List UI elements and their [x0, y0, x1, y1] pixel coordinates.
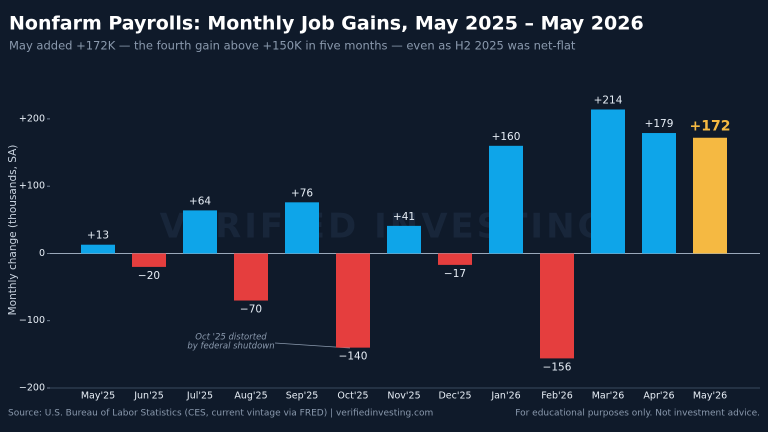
- annotation: by federal shutdown: [187, 342, 274, 352]
- watermark: VERIFIED INVESTING: [160, 207, 609, 247]
- x-tick-label: Dec'25: [438, 391, 471, 402]
- source: Source: U.S. Bureau of Labor Statistics …: [8, 409, 433, 419]
- y-tick-label: 0: [39, 248, 45, 259]
- value-label: −20: [138, 270, 160, 282]
- x-tick-label: Nov'25: [387, 391, 420, 402]
- value-label: −70: [240, 304, 262, 316]
- chart-subtitle: May added +172K — the fourth gain above …: [9, 39, 576, 53]
- x-tick-label: Jun'25: [133, 391, 164, 402]
- x-tick-label: Feb'26: [541, 391, 573, 402]
- bar: [489, 145, 523, 254]
- bar: [81, 244, 115, 254]
- x-tick-label: Jul'25: [186, 391, 213, 402]
- x-tick-label: Sep'25: [286, 391, 319, 402]
- x-tick-label: Mar'26: [592, 391, 625, 402]
- y-tick-label: +100: [19, 181, 45, 192]
- x-tick-label: May'25: [81, 391, 115, 402]
- bar: [336, 253, 370, 348]
- x-tick-label: May'26: [693, 391, 727, 402]
- value-label: −17: [444, 268, 466, 280]
- disclaimer: For educational purposes only. Not inves…: [515, 409, 760, 419]
- x-tick-label: Apr'26: [643, 391, 674, 402]
- y-axis-label: Monthly change (thousands, SA): [7, 145, 19, 316]
- bar: [693, 137, 727, 254]
- value-label: +160: [492, 131, 521, 143]
- y-tick-label: −100: [19, 315, 45, 326]
- annotation: Oct '25 distorted: [195, 333, 267, 343]
- value-label: +214: [594, 94, 623, 106]
- value-label: +179: [645, 118, 674, 130]
- value-label: +172: [690, 119, 731, 135]
- x-tick-label: Oct'25: [337, 391, 368, 402]
- value-label: +13: [87, 230, 109, 242]
- value-label: +41: [393, 211, 415, 223]
- value-label: +76: [291, 187, 313, 199]
- bar: [285, 202, 319, 254]
- bar: [387, 225, 421, 254]
- x-tick-label: Jan'26: [490, 391, 520, 402]
- y-tick-label: +200: [19, 113, 45, 124]
- bar: [540, 253, 574, 359]
- bar: [642, 133, 676, 254]
- bar: [183, 210, 217, 254]
- x-tick-label: Aug'25: [234, 391, 267, 402]
- bar: [132, 253, 166, 267]
- value-label: −140: [339, 351, 368, 363]
- chart-title: Nonfarm Payrolls: Monthly Job Gains, May…: [9, 13, 644, 35]
- value-label: +64: [189, 195, 211, 207]
- bar: [234, 253, 268, 301]
- value-label: −156: [543, 361, 572, 373]
- bar: [438, 253, 472, 265]
- bar: [591, 109, 625, 254]
- y-tick-label: −200: [19, 383, 45, 394]
